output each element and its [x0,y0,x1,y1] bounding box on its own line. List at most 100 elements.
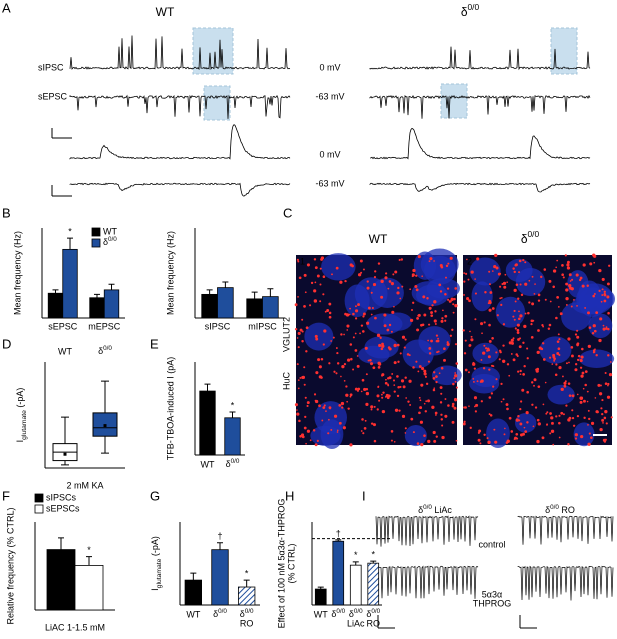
puncta [303,273,307,277]
puncta [536,439,540,444]
puncta [384,276,388,280]
puncta [581,284,585,288]
puncta [313,299,318,303]
puncta [601,398,604,402]
puncta [513,288,517,292]
puncta [354,317,358,320]
puncta [495,378,498,381]
condition-label: THPROG [473,598,512,608]
error-bar [204,383,211,392]
cell [431,365,462,386]
puncta [294,327,298,331]
error-bar [93,293,100,298]
puncta [427,439,431,444]
puncta [332,336,335,339]
puncta [373,276,377,279]
legend-label: sIPSCs [46,492,77,502]
puncta [476,380,479,383]
puncta [296,337,299,339]
puncta [504,427,506,430]
condition-label: control [478,539,505,549]
puncta [603,293,606,296]
legend-swatch [91,238,101,248]
puncta [453,377,456,380]
puncta [430,314,434,318]
puncta [550,429,555,433]
puncta [324,310,327,313]
puncta [412,268,416,273]
puncta [531,302,535,306]
puncta [493,264,497,269]
puncta [376,394,380,398]
puncta [542,358,546,361]
puncta [327,432,330,435]
puncta [400,258,404,261]
puncta [428,323,431,326]
puncta [488,283,491,286]
puncta [524,282,528,286]
puncta [526,347,529,350]
x-tick-label: δ0/0 [226,458,240,469]
puncta [428,347,432,350]
puncta [531,403,534,406]
puncta [591,332,595,335]
puncta [410,417,414,421]
puncta [534,406,538,409]
puncta [518,271,521,274]
puncta [322,406,326,409]
puncta [322,293,325,296]
puncta [572,424,576,427]
panel-label: A [2,0,11,15]
puncta [428,306,432,310]
puncta [435,375,438,378]
puncta [439,386,443,390]
error-bar [370,560,377,564]
error-bar [190,572,197,581]
cell [472,342,499,365]
puncta [475,403,479,407]
puncta [517,370,520,373]
puncta [317,358,321,362]
cell [358,345,390,364]
error-bar [58,537,64,550]
puncta [466,258,468,261]
puncta [303,304,306,308]
puncta [482,367,486,370]
puncta [579,359,583,363]
puncta [390,330,393,333]
puncta [433,439,437,443]
puncta [555,415,558,418]
panel-label: I [362,488,366,503]
puncta [381,396,384,399]
error-bar [222,281,229,288]
legend-swatch [34,493,44,503]
puncta [314,266,318,270]
bar [201,293,218,319]
puncta [393,384,396,386]
puncta [594,397,597,399]
cell [471,281,493,312]
puncta [468,344,471,347]
puncta [333,414,338,418]
x-tick-label: RO [240,618,254,628]
puncta [339,280,343,284]
puncta [373,439,377,443]
puncta [449,300,452,303]
puncta [447,262,450,265]
puncta [342,426,346,430]
puncta [565,296,569,301]
puncta [576,342,580,345]
puncta [415,288,419,292]
bar [332,540,345,606]
puncta [441,424,444,427]
cell [579,349,615,368]
puncta [580,435,584,439]
puncta [427,399,431,403]
puncta [466,297,470,301]
puncta [593,329,597,333]
puncta [579,366,583,369]
puncta [552,443,555,446]
panel-i-title: δ0/0 LiAc [418,504,452,515]
puncta [298,276,302,280]
puncta [577,354,581,358]
